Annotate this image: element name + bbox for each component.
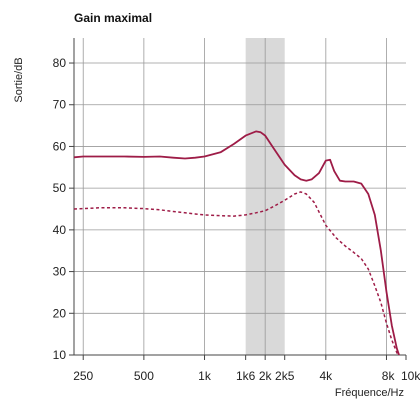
x-tick-label-1k: 1k — [198, 369, 212, 383]
x-tick-label-2k5: 2k5 — [275, 369, 295, 383]
y-tick-label-50: 50 — [53, 181, 67, 195]
y-tick-label-80: 80 — [53, 56, 67, 70]
plot-area: 10 20 30 40 50 60 70 80 250 500 1k 1k6 2k 2k5 4k 8k 10k — [53, 38, 420, 383]
y-tick-label-60: 60 — [53, 139, 67, 153]
y-tick-label-70: 70 — [53, 98, 67, 112]
series-solid-line — [74, 130, 400, 355]
y-tick-label-30: 30 — [53, 265, 67, 279]
x-tick-label-1k6: 1k6 — [236, 369, 256, 383]
x-tick-label-4k: 4k — [319, 369, 333, 383]
y-tick-label-10: 10 — [53, 348, 67, 362]
y-tick-label-40: 40 — [53, 223, 67, 237]
x-axis-label: Fréquence/Hz — [335, 387, 404, 399]
x-tick-label-500: 500 — [134, 369, 154, 383]
y-tick-label-20: 20 — [53, 306, 67, 320]
x-tick-label-2k: 2k — [259, 369, 273, 383]
y-axis-label: Sortie/dB — [13, 57, 25, 102]
x-tick-label-10k: 10k — [401, 369, 420, 383]
chart-title: Gain maximal — [74, 11, 152, 25]
x-tick-label-8k: 8k — [382, 369, 396, 383]
series-dashed-line — [74, 191, 399, 355]
x-tick-label-250: 250 — [73, 369, 93, 383]
